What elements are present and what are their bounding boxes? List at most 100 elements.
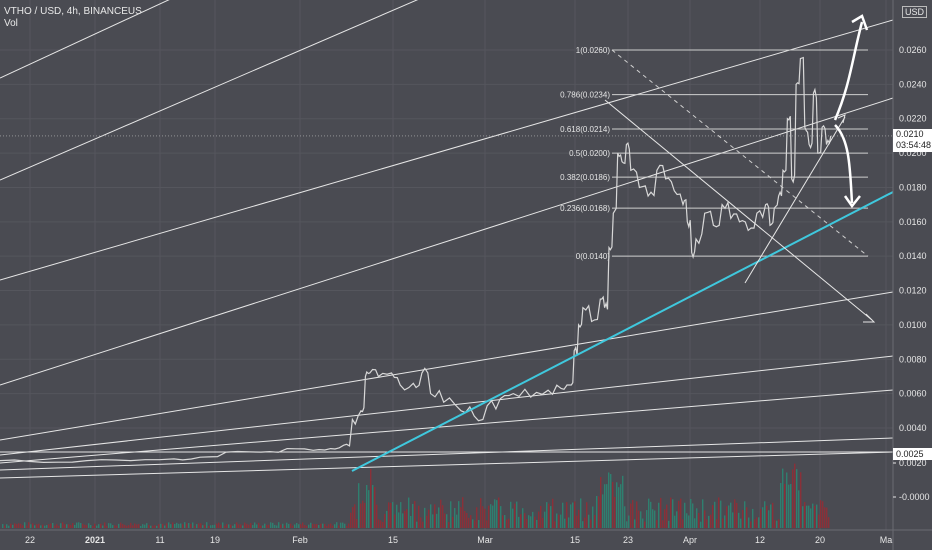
volume-bar xyxy=(666,504,668,528)
volume-bar xyxy=(812,503,814,528)
volume-bar xyxy=(94,523,96,528)
fib-retracement: 1(0.0260) 0.786(0.0234) 0.618(0.0214) 0.5(0… xyxy=(560,46,869,261)
volume-bar xyxy=(706,519,708,528)
volume-bar xyxy=(74,524,76,528)
volume-bar xyxy=(682,519,684,528)
volume-bar xyxy=(212,525,214,528)
volume-bar xyxy=(234,524,236,528)
symbol-title[interactable]: VTHO / USD, 4h, BINANCEUS xyxy=(4,6,142,17)
volume-bar xyxy=(398,512,400,528)
volume-bar xyxy=(322,523,324,528)
volume-bar xyxy=(656,520,658,528)
volume-bar xyxy=(630,503,632,528)
volume-bar xyxy=(8,525,10,528)
volume-bar xyxy=(380,520,382,528)
volume-bar xyxy=(532,511,534,528)
volume-bar xyxy=(220,524,222,528)
volume-bar xyxy=(424,507,426,528)
volume-bar xyxy=(324,524,326,528)
volume-bar xyxy=(236,522,238,528)
volume-bar xyxy=(736,502,738,528)
volume-bar xyxy=(512,508,514,528)
volume-bar xyxy=(296,522,298,528)
volume-bar xyxy=(312,523,314,528)
volume-bar xyxy=(718,497,720,528)
volume-bar xyxy=(664,509,666,528)
x-tick-label: Ma xyxy=(880,535,893,545)
volume-bar xyxy=(62,522,64,528)
volume-bar xyxy=(776,520,778,528)
volume-bar xyxy=(174,524,176,528)
volume-bar xyxy=(712,505,714,528)
volume-bar xyxy=(766,505,768,528)
volume-bar xyxy=(140,525,142,528)
volume-bar xyxy=(722,518,724,528)
volume-bar xyxy=(346,525,348,528)
volume-bar xyxy=(472,519,474,528)
volume-bar xyxy=(544,511,546,528)
volume-bar xyxy=(402,513,404,528)
volume-bar xyxy=(566,502,568,528)
volume-bar xyxy=(522,508,524,528)
chart-header: VTHO / USD, 4h, BINANCEUS Vol xyxy=(4,6,142,30)
volume-bar xyxy=(358,483,360,528)
volume-bar xyxy=(550,506,552,528)
volume-bar xyxy=(750,521,752,528)
volume-bar xyxy=(772,502,774,528)
bearish-arrow-head xyxy=(843,195,861,209)
volume-bar xyxy=(800,472,802,528)
volume-bar xyxy=(252,525,254,528)
volume-bar xyxy=(370,468,372,528)
volume-bar xyxy=(166,523,168,528)
volume-bar xyxy=(506,519,508,528)
volume-bar xyxy=(708,515,710,528)
volume-bar xyxy=(728,505,730,528)
volume-bar xyxy=(814,505,816,528)
volume-bar xyxy=(530,516,532,528)
volume-bar xyxy=(218,522,220,528)
volume-bar xyxy=(88,523,90,528)
volume-bar xyxy=(138,524,140,528)
last-price-tag: 0.0210 03:54:48 xyxy=(893,129,932,152)
volume-bar xyxy=(784,484,786,528)
fib-diagonal xyxy=(611,49,869,257)
volume-bar xyxy=(282,523,284,528)
volume-bar xyxy=(792,469,794,528)
fib-level-label: 0.786(0.0234) xyxy=(560,91,610,100)
volume-bar xyxy=(698,512,700,528)
fan-line xyxy=(0,437,894,471)
volume-bar xyxy=(288,523,290,528)
volume-bar xyxy=(310,522,312,528)
volume-bar xyxy=(572,502,574,528)
volume-bar xyxy=(264,523,266,528)
volume-bar xyxy=(394,514,396,528)
volume-bar xyxy=(112,525,114,528)
volume-bar xyxy=(178,523,180,528)
volume-bar xyxy=(678,500,680,528)
volume-bar xyxy=(280,524,282,528)
volume-bar xyxy=(456,514,458,528)
volume-bar xyxy=(488,505,490,528)
volume-bar xyxy=(730,502,732,528)
volume-bar xyxy=(180,523,182,528)
volume-bar xyxy=(818,514,820,528)
volume-bar xyxy=(208,525,210,528)
volume-bar xyxy=(80,523,82,528)
volume-bar xyxy=(534,516,536,528)
volume-bar xyxy=(114,525,116,528)
volume-bar xyxy=(448,521,450,528)
volume-bar xyxy=(278,522,280,528)
volume-bar xyxy=(320,523,322,528)
currency-button[interactable]: USD xyxy=(902,6,928,18)
volume-bar xyxy=(376,504,378,528)
volume-bar xyxy=(368,490,370,528)
y-tick-label: 0.0040 xyxy=(899,423,927,433)
last-price-value: 0.0210 xyxy=(896,129,924,139)
volume-bar xyxy=(732,512,734,528)
volume-bar xyxy=(816,504,818,528)
volume-bar xyxy=(12,524,14,528)
y-tick-label: 0.0200 xyxy=(899,148,927,158)
volume-bar xyxy=(338,525,340,528)
